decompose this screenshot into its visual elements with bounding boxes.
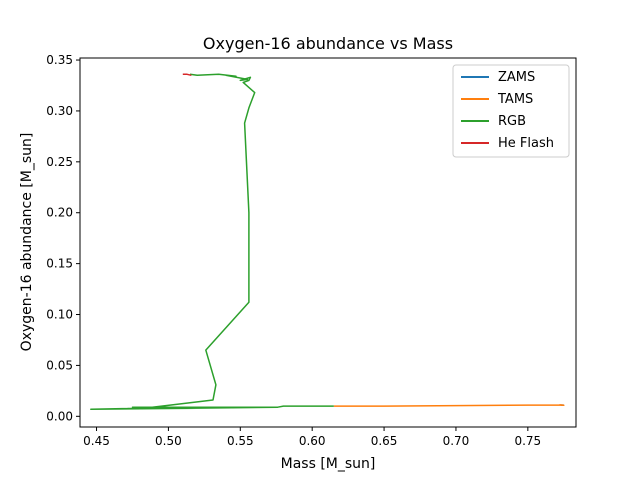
x-tick-label: 0.70	[443, 434, 470, 448]
plot-frame	[79, 57, 577, 428]
y-tick-label: 0.15	[46, 257, 73, 271]
x-tick-label: 0.55	[227, 434, 254, 448]
legend-label: He Flash	[498, 136, 554, 151]
y-tick-label: 0.35	[46, 53, 73, 67]
x-axis-label: Mass [M_sun]	[281, 456, 376, 472]
y-tick-label: 0.00	[46, 409, 73, 423]
y-axis-ticks: 0.00 0.05 0.10 0.15 0.20 0.25 0.30 0.35	[46, 53, 80, 423]
x-tick-label: 0.50	[155, 434, 182, 448]
x-axis-ticks: 0.45 0.50 0.55 0.60 0.65 0.70 0.75	[83, 427, 541, 448]
legend-label: TAMS	[497, 92, 533, 107]
y-tick-label: 0.20	[46, 206, 73, 220]
y-axis-label: Oxygen-16 abundance [M_sun]	[19, 133, 35, 352]
y-tick-label: 0.05	[46, 358, 73, 372]
legend-label: RGB	[498, 114, 526, 129]
plot-lines	[90, 73, 565, 410]
y-tick-label: 0.10	[46, 308, 73, 322]
series-line-rgb	[90, 73, 334, 410]
legend: ZAMS TAMS RGB He Flash	[452, 64, 570, 158]
x-tick-label: 0.75	[514, 434, 541, 448]
series-line-he-flash	[182, 73, 192, 77]
y-tick-label: 0.25	[46, 155, 73, 169]
series-line-tams	[333, 404, 565, 407]
chart-title: Oxygen-16 abundance vs Mass	[203, 34, 453, 53]
x-tick-label: 0.45	[83, 434, 110, 448]
y-tick-label: 0.30	[46, 104, 73, 118]
x-tick-label: 0.60	[299, 434, 326, 448]
legend-box	[452, 64, 570, 158]
legend-label: ZAMS	[498, 70, 535, 85]
x-tick-label: 0.65	[371, 434, 398, 448]
